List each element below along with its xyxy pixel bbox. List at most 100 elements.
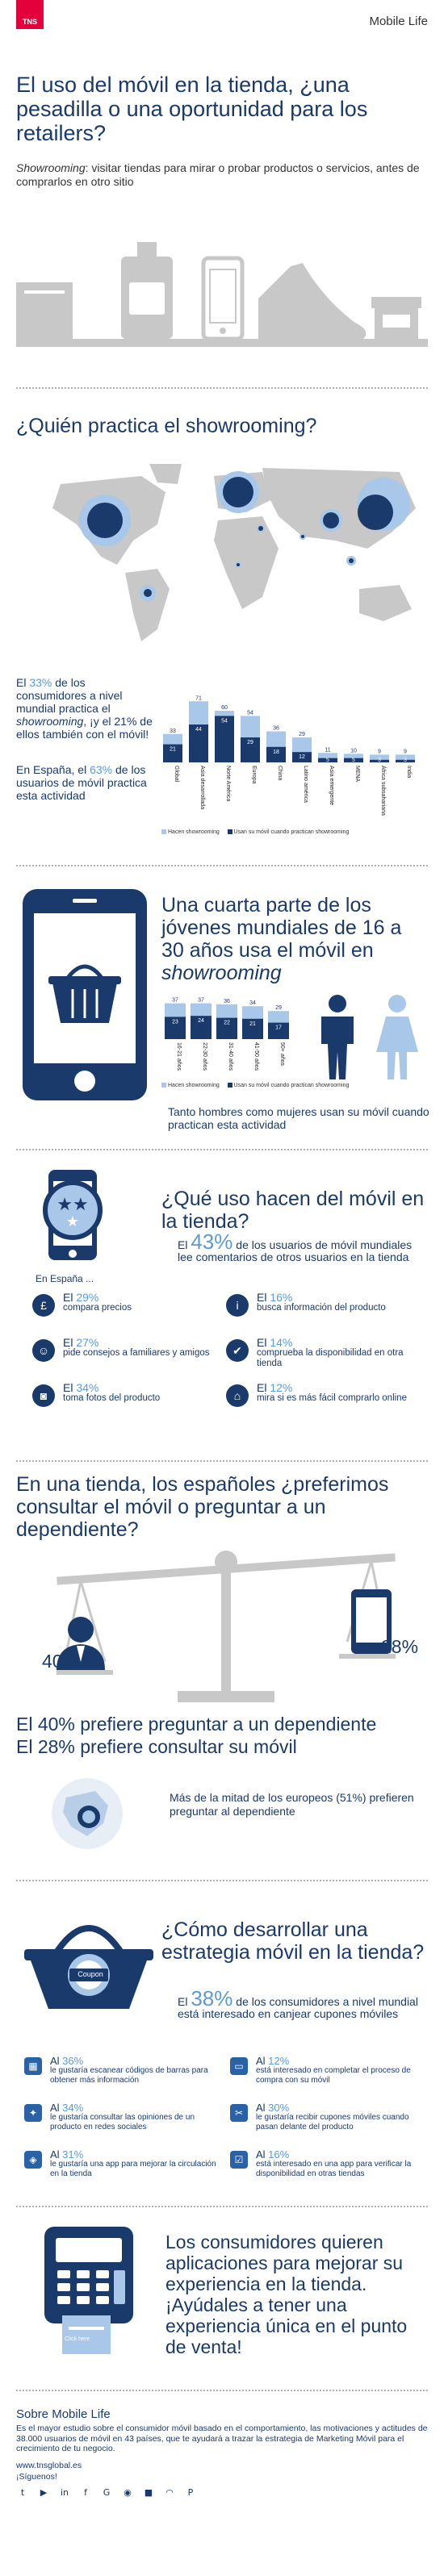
world-map [52,464,416,641]
pinterest-icon[interactable]: P [187,2487,194,2498]
man-woman-illustration [321,995,418,1079]
smartphone-basket-illustration [23,889,147,1100]
value-label-mobile: 21 [249,1021,256,1027]
subtitle: Showrooming: visitar tiendas para mirar … [16,161,428,189]
value-label-total: 36 [273,726,279,732]
bar-mobile [370,759,389,762]
stat-description: pide consejos a familiares y amigos [63,1348,210,1358]
mobile-percentage: 28% [381,1636,419,1657]
stat-item: Al 34% le gustaría consultar las opinione… [50,2102,220,2131]
legend-swatch-mobile [227,1083,232,1088]
region-chart-legend: Hacen showrooming Usan su móvil cuando p… [161,829,428,835]
category-label: 50+ años [279,1042,285,1066]
value-label-total: 54 [247,710,253,716]
check-icon: ✔ [226,1339,249,1362]
stat-description: compara precios [63,1303,132,1313]
category-label: India [406,766,412,778]
product-name: Mobile Life [369,15,428,28]
high-heel-shoe-icon [258,263,367,339]
stat-percentage: Al 31% [50,2148,84,2161]
facebook-icon[interactable]: f [84,2487,87,2498]
stat-item: El 27% pide consejos a familiares y amigo… [63,1337,216,1359]
card-icon [62,2315,111,2354]
bar-total [396,754,415,762]
bar-mobile [191,1016,212,1039]
global-stat: El 33% de los consumidores a nivel mundi… [16,676,153,741]
bar-mobile [215,716,234,762]
twitter-icon[interactable]: t [20,2487,25,2498]
stat-item: El 12% mira si es más fácil comprarlo onl… [257,1381,410,1404]
card-icon: ▭ [230,2057,248,2075]
box-slot-icon [24,290,65,294]
slideshare-icon[interactable]: ■ [144,2487,153,2498]
value-label-mobile: 5 [326,758,329,763]
value-label-total: 37 [172,998,178,1004]
linkedin-icon[interactable]: in [60,2487,69,2498]
section-divider [16,387,428,389]
value-label-mobile: 18 [273,749,279,755]
google-plus-icon[interactable]: G [103,2487,111,2498]
stat-description: mira si es más fácil comprarlo online [257,1393,407,1403]
stat-percentage: El 12% [257,1381,293,1394]
stat-item: Al 31% le gustaría una app para mejorar l… [50,2149,220,2178]
subtitle-definition: : visitar tiendas para mirar o probar pr… [16,161,420,188]
value-label-mobile: 3 [404,758,407,763]
north-america-mobile-bubble [87,503,123,538]
age-bar-chart: 37 23 16-21 años 37 24 22-30 años 36 22 31-40 añ… [165,998,289,1071]
footer-url[interactable]: www.tnsglobal.es [16,2461,82,2470]
cart-icon: ⌂ [226,1384,249,1407]
value-label-total: 60 [221,705,228,711]
terminal-label: Click here [65,2336,90,2342]
rss-icon[interactable]: ◠ [165,2487,174,2498]
category-label: Global [174,766,179,783]
stat-description: está interesado en completar el proceso … [256,2066,411,2085]
stat-description: le gustaría una app para mejorar la circ… [50,2160,216,2178]
bar-mobile [266,746,286,762]
usage-title: ¿Qué uso hacen del móvil en la tienda? [161,1188,425,1233]
europe-globe-illustration [52,1778,123,1849]
age-chart-legend: Hacen showrooming Usan su móvil cuando p… [161,1083,428,1088]
bar-mobile [396,759,415,762]
who-title: ¿Quién practica el showrooming? [16,415,317,437]
latin-america-mobile-bubble [144,589,152,597]
social-links: t ▶ in f G ◉ ■ ◠ P [16,2485,205,2501]
bar-mobile [216,1017,237,1039]
phone-check-icon: ☑ [230,2151,248,2169]
smartphone-screen-icon [209,269,237,324]
value-label-mobile: 17 [275,1025,282,1031]
man-icon [321,995,354,1079]
emerging-asia-mobile-bubble [349,558,354,563]
woman-icon [376,995,418,1079]
bar-mobile [165,1017,186,1039]
category-label: 31-40 años [228,1042,233,1071]
footer-body: Es el mayor estudio sobre el consumidor … [16,2424,428,2453]
shop-assistant-icon [57,1617,105,1670]
youtube-icon[interactable]: ▶ [40,2487,48,2498]
follow-us: ¡Síguenos! [16,2472,57,2482]
europe-mobile-bubble [223,477,253,507]
shelf-line [16,339,428,347]
stat-percentage: Al 36% [50,2055,84,2067]
value-label-mobile: 29 [247,740,253,745]
mobile-phone-icon [351,1589,392,1654]
stat-percentage: Al 12% [256,2055,290,2067]
category-label: MENA [354,766,360,783]
flickr-icon[interactable]: ◉ [124,2487,132,2498]
category-label: Latino américa [303,766,308,803]
stat-percentage: El 34% [63,1381,99,1394]
value-label-total: 9 [404,749,407,754]
young-title: Una cuarta parte de los jóvenes mundiale… [161,894,402,984]
cosmetics-jar-lid-icon [371,297,421,308]
apps-message: Los consumidores quieren aplicaciones pa… [165,2232,408,2357]
stat-item: Al 36% le gustaría escanear códigos de ba… [50,2056,220,2085]
assistant-pan [57,1670,113,1675]
strategy-title: ¿Cómo desarrollar una estrategia móvil e… [161,1918,425,1964]
value-label-mobile: 21 [170,747,176,753]
camera-icon: ◙ [32,1384,55,1407]
bar-total [318,753,337,762]
map-icon: ◈ [24,2151,42,2169]
value-label-total: 29 [299,732,305,737]
value-label-total: 10 [350,748,357,754]
bar-mobile [241,737,260,762]
qr-icon: ▦ [24,2057,42,2075]
